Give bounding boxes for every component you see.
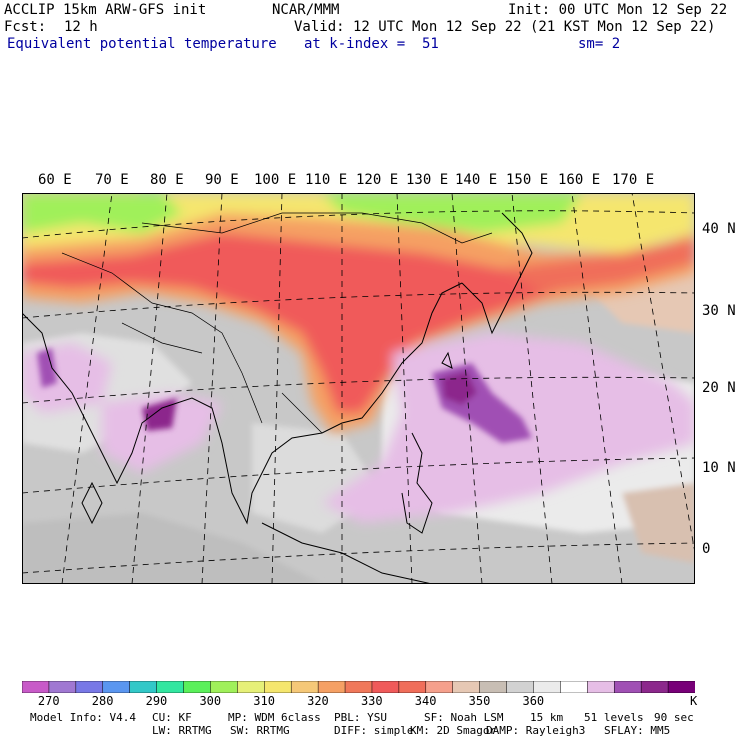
coastlines <box>22 212 533 584</box>
colorbar-swatch <box>667 681 695 693</box>
colorbar-swatch <box>102 681 131 693</box>
colorbar-swatch <box>22 681 50 693</box>
longitude-label: 110 E <box>305 172 348 188</box>
colorbar-swatch <box>75 681 104 693</box>
latitude-label: 30 N <box>702 303 736 319</box>
colorbar-swatch <box>533 681 561 693</box>
model-info-item: MP: WDM 6class <box>228 711 321 724</box>
longitude-label: 70 E <box>95 172 129 188</box>
tan-patch-southeast <box>622 483 695 563</box>
colorbar-label: 280 <box>91 694 114 708</box>
valid-time: Valid: 12 UTC Mon 12 Sep 22 (21 KST Mon … <box>294 19 716 35</box>
colorbar-swatch <box>129 681 158 693</box>
colorbar-unit: K <box>690 694 698 708</box>
colorbar <box>22 681 695 693</box>
model-info-item: 15 km <box>530 711 564 724</box>
colorbar-swatch <box>560 681 588 693</box>
colorbar-swatch <box>398 681 427 693</box>
longitude-label: 60 E <box>38 172 72 188</box>
init-time: Init: 00 UTC Mon 12 Sep 22 <box>508 2 728 18</box>
colorbar-swatch <box>640 681 669 693</box>
field-name: Equivalent potential temperature <box>7 36 277 52</box>
model-info-item: 90 sec <box>654 711 694 724</box>
latitude-label: 0 <box>702 541 711 557</box>
grey-patch-south <box>22 513 322 584</box>
map-frame <box>22 193 695 584</box>
longitude-label: 150 E <box>506 172 549 188</box>
purple-patch-arabian-sea <box>37 348 57 388</box>
longitude-label: 80 E <box>150 172 184 188</box>
longitude-label: 100 E <box>254 172 297 188</box>
colorbar-swatch <box>156 681 185 693</box>
colorbar-swatch <box>344 681 373 693</box>
colorbar-swatch <box>183 681 211 693</box>
model-info-item: PBL: YSU <box>334 711 387 724</box>
colorbar-swatch <box>317 681 346 693</box>
colorbar-swatch <box>613 681 642 693</box>
colorbar-swatch <box>290 681 319 693</box>
colorbar-swatch <box>452 681 481 693</box>
latitude-label: 10 N <box>702 460 736 476</box>
green-patch-mongolia <box>322 193 582 233</box>
colorbar-label: 340 <box>414 694 437 708</box>
forecast-label: Fcst: <box>4 19 47 35</box>
lat-lon-grid <box>22 193 695 584</box>
colorbar-label: 290 <box>145 694 168 708</box>
colorbar-swatch <box>237 681 265 693</box>
country-borders <box>61 212 493 434</box>
colorbar-label: 310 <box>253 694 275 708</box>
model-info-item: CU: KF <box>152 711 192 724</box>
model-info-item: 51 levels <box>584 711 644 724</box>
colorbar-label: 320 <box>307 694 329 708</box>
colorbar-label: 350 <box>468 694 491 708</box>
colorbar-label: 330 <box>360 694 383 708</box>
colorbar-swatch <box>506 681 535 693</box>
model-info-item: Model Info: V4.4 <box>30 711 136 724</box>
longitude-label: 170 E <box>612 172 655 188</box>
model-info-item: DIFF: simple <box>334 724 414 737</box>
colorbar-swatch <box>210 681 238 693</box>
colorbar-label: 270 <box>37 694 60 708</box>
forecast-value: 12 h <box>64 19 98 35</box>
model-info-item: SF: Noah LSM <box>424 711 504 724</box>
model-info-item: DAMP: Rayleigh3 <box>486 724 586 737</box>
red-band-japan <box>502 238 695 293</box>
colorbar-label: 300 <box>199 694 222 708</box>
model-info-item: SFLAY: MM5 <box>604 724 671 737</box>
deep-purple-typhoon-center <box>442 371 477 405</box>
model-info-item: LW: RRTMG <box>152 724 212 737</box>
equivalent-potential-temperature-map <box>22 193 695 584</box>
colorbar-swatch <box>48 681 77 693</box>
level-info: at k-index = 51 <box>304 36 439 52</box>
model-info-item: KM: 2D Smagor <box>410 724 497 737</box>
longitude-label: 140 E <box>455 172 498 188</box>
red-plume-core <box>22 233 582 413</box>
colorbar-swatch <box>264 681 292 693</box>
colorbar-swatch <box>479 681 508 693</box>
latitude-label: 40 N <box>702 221 736 237</box>
colorbar-swatch <box>371 681 400 693</box>
colorbar-swatch <box>425 681 454 693</box>
colorbar-label: 360 <box>522 694 545 708</box>
model-title: ACCLIP 15km ARW-GFS init <box>4 2 207 18</box>
longitude-label: 90 E <box>205 172 239 188</box>
latitude-label: 20 N <box>702 380 736 396</box>
model-info-item: SW: RRTMG <box>230 724 290 737</box>
longitude-label: 120 E <box>356 172 399 188</box>
longitude-label: 130 E <box>406 172 449 188</box>
colorbar-swatch <box>587 681 615 693</box>
smoothing-info: sm= 2 <box>578 36 621 52</box>
institution-label: NCAR/MMM <box>272 2 340 18</box>
longitude-label: 160 E <box>558 172 601 188</box>
